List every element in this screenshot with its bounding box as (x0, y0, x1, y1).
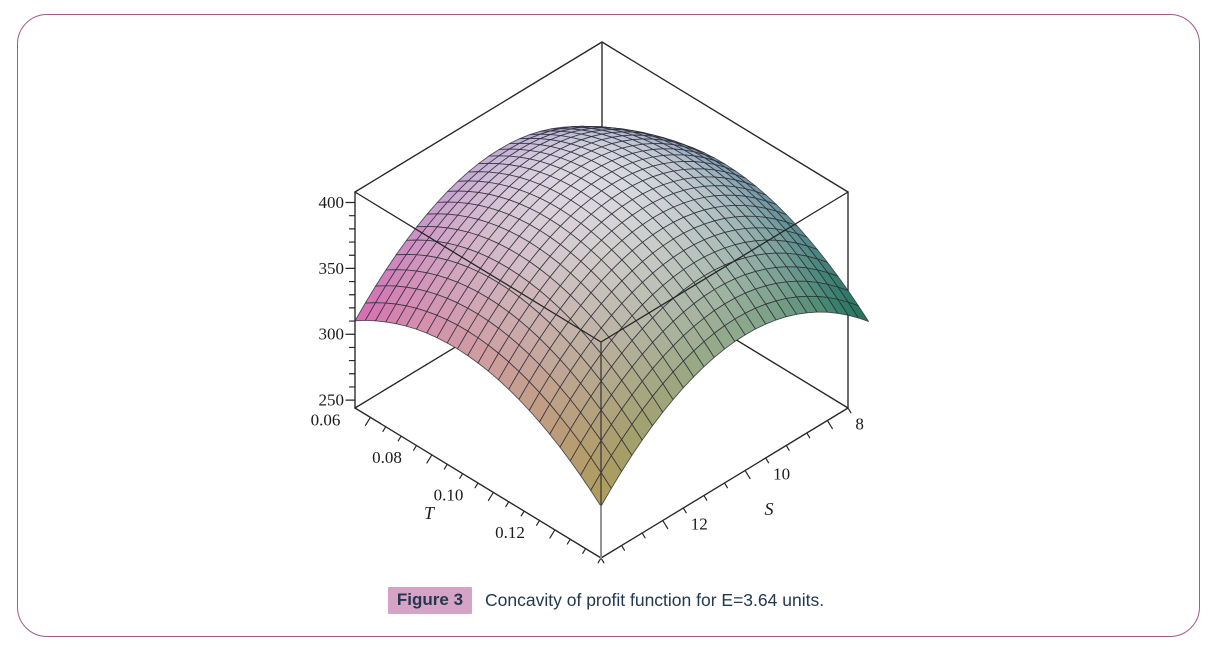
s-tick (682, 507, 687, 514)
box-edge-top-front-left (354, 191, 602, 343)
t-tick-label: 0.06 (311, 410, 341, 429)
box-edge-top-back-right (601, 41, 849, 193)
s-axis-title: S (765, 499, 774, 519)
t-axis: 0.06 0.08 0.10 0.12 T (311, 407, 602, 564)
t-tick (536, 519, 541, 526)
s-tick (847, 407, 852, 414)
s-tick (662, 519, 669, 530)
s-tick (765, 457, 770, 464)
figure-number-badge: Figure 3 (387, 587, 473, 615)
s-axis: 8 10 12 S (600, 407, 864, 564)
s-tick-label: 8 (855, 415, 864, 434)
t-tick (459, 473, 464, 479)
z-tick-label: 300 (319, 325, 345, 344)
s-tick (785, 444, 790, 451)
plot-box-front (354, 191, 849, 559)
s-tick (723, 482, 728, 489)
t-tick (397, 435, 402, 442)
s-tick (641, 532, 646, 539)
t-tick (382, 426, 387, 433)
s-tick (703, 494, 708, 501)
t-tick (364, 416, 371, 427)
t-tick (474, 482, 479, 489)
figure-frame (17, 14, 1200, 637)
s-tick-label: 12 (691, 515, 708, 534)
t-tick (443, 463, 448, 470)
t-tick (413, 444, 418, 451)
t-tick-label: 0.10 (434, 485, 464, 504)
z-axis: 250 300 350 400 (319, 191, 356, 410)
t-tick (566, 538, 571, 545)
t-axis-title: T (424, 503, 436, 523)
figure-caption: Figure 3 Concavity of profit function fo… (0, 587, 1212, 615)
t-tick (549, 529, 556, 539)
t-tick (582, 548, 587, 554)
z-tick-label: 250 (319, 391, 345, 410)
s-tick-label: 10 (773, 465, 790, 484)
z-tick-label: 350 (319, 259, 345, 278)
z-tick-label: 400 (319, 193, 345, 212)
s-tick (806, 432, 811, 439)
s-tick (744, 469, 751, 480)
s-tick (826, 419, 833, 430)
box-edge-top-front-right (600, 191, 849, 343)
box-edge-top-back-left (354, 41, 603, 193)
figure-caption-text: Concavity of profit function for E=3.64 … (485, 590, 825, 611)
s-tick (620, 544, 626, 551)
t-tick (505, 501, 510, 508)
t-tick (426, 454, 433, 464)
t-tick (520, 510, 525, 517)
surface-plot: 250 300 350 400 0.06 0.08 0.10 0.12 T 8 10 12 S (311, 41, 870, 564)
t-tick (487, 491, 494, 502)
t-tick-label: 0.12 (495, 523, 525, 542)
t-tick-label: 0.08 (372, 448, 402, 467)
surface-mesh (354, 125, 870, 507)
